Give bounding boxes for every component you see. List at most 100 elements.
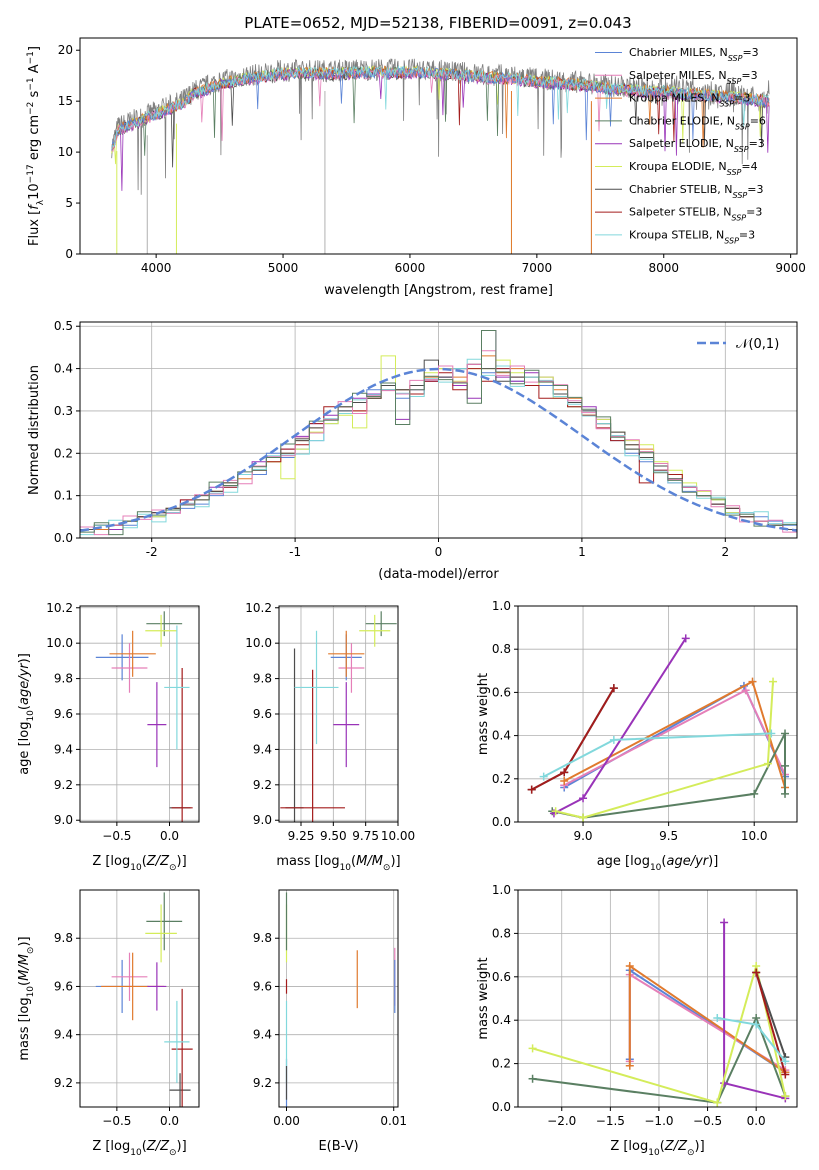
x-tick-label: −0.5 <box>102 1114 131 1128</box>
x-tick-label: 0.01 <box>380 1114 407 1128</box>
x-tick-label: −0.5 <box>102 829 131 843</box>
normal-curve <box>80 367 797 532</box>
weight-marker <box>767 729 776 738</box>
x-axis-label: age [log10(age/yr)] <box>597 854 719 873</box>
y-tick-label: 0.0 <box>54 531 73 545</box>
x-tick-label: 9.25 <box>288 829 315 843</box>
legend-entry: Salpeter ELODIE, NSSP=3 <box>629 137 765 154</box>
plot-area <box>80 330 797 536</box>
weight-marker <box>527 785 536 794</box>
y-axis-label: mass weight <box>476 957 491 1039</box>
x-tick-label: 9.50 <box>320 829 347 843</box>
legend-entry: Kroupa ELODIE, NSSP=4 <box>629 160 758 177</box>
x-tick-label: 0.0 <box>747 1114 766 1128</box>
weight-marker <box>579 813 588 822</box>
weight-marker <box>681 634 690 643</box>
axes-frame <box>79 889 200 1108</box>
y-tick-label: 0 <box>65 247 73 261</box>
weight-marker <box>579 794 588 803</box>
weight-marker <box>752 968 761 977</box>
weight-marker <box>752 1020 761 1029</box>
weight-marker <box>748 677 757 686</box>
y-tick-label: 9.8 <box>54 672 73 686</box>
y-tick-label: 0.4 <box>492 729 511 743</box>
weight-marker <box>713 1098 722 1107</box>
y-tick-label: 9.4 <box>253 742 272 756</box>
y-tick-label: 9.6 <box>253 707 272 721</box>
legend-entry: Chabrier MILES, NSSP=3 <box>629 46 759 63</box>
x-tick-label: 0.0 <box>160 829 179 843</box>
weight-marker <box>609 735 618 744</box>
y-tick-label: 9.0 <box>253 813 272 827</box>
axes-frame <box>278 889 399 1108</box>
plot-area <box>285 892 396 1107</box>
legend-entry: Kroupa STELIB, NSSP=3 <box>629 228 755 245</box>
weight-marker <box>625 1061 634 1070</box>
weight-marker <box>560 776 569 785</box>
weight-marker <box>609 684 618 693</box>
y-tick-label: 10.0 <box>46 636 73 650</box>
x-axis-label: Z [log10(Z/Z⊙)] <box>92 854 186 873</box>
y-tick-label: 9.2 <box>54 1076 73 1090</box>
y-tick-label: 0.2 <box>54 446 73 460</box>
x-axis-label: E(B-V) <box>318 1139 358 1154</box>
weight-line <box>532 1015 787 1104</box>
x-tick-label: 9.75 <box>352 829 379 843</box>
y-tick-label: 0.3 <box>54 404 73 418</box>
plot-area <box>111 58 770 254</box>
weight-marker <box>528 1044 537 1053</box>
weight-marker <box>781 1057 790 1066</box>
axes-frame <box>79 37 798 255</box>
y-axis-label: Normed distribution <box>27 365 42 495</box>
y-tick-label: 9.4 <box>253 1028 272 1042</box>
legend-entry: Chabrier ELODIE, NSSP=6 <box>629 114 766 130</box>
weight-marker <box>560 768 569 777</box>
weight-marker <box>713 1014 722 1023</box>
y-tick-label: 0.4 <box>492 1013 511 1027</box>
plot-area <box>95 892 193 1107</box>
y-tick-label: 10 <box>58 145 73 159</box>
y-tick-label: 9.4 <box>54 1028 73 1042</box>
x-tick-label: 9.0 <box>573 829 592 843</box>
y-tick-label: 0.2 <box>492 1057 511 1071</box>
weight-marker <box>781 1070 790 1079</box>
y-tick-label: 10.2 <box>46 601 73 615</box>
weight-marker <box>750 789 759 798</box>
y-tick-label: 10.2 <box>245 601 272 615</box>
weight-marker <box>769 677 778 686</box>
x-tick-label: 9000 <box>775 261 806 275</box>
y-axis-label: mass [log10(M/M⊙)] <box>17 936 36 1060</box>
y-tick-label: 0.1 <box>54 489 73 503</box>
y-tick-label: 9.4 <box>54 742 73 756</box>
plot-area <box>280 611 397 822</box>
y-tick-label: 0.8 <box>492 926 511 940</box>
x-tick-label: −1.0 <box>644 1114 673 1128</box>
histogram-step <box>80 330 797 536</box>
y-tick-label: 0.6 <box>492 970 511 984</box>
x-tick-label: 2 <box>721 545 729 559</box>
x-axis-label: mass [log10(M/M⊙)] <box>276 854 400 873</box>
x-tick-label: 9.5 <box>659 829 678 843</box>
panel-age-vs-Z: −0.5 0.0 9.0 9.2 9.4 9.6 9.8 10.0 10.2 Z [log10(Z… <box>17 601 200 873</box>
panel-residuals: -2 -1 0 1 2 0.0 0.1 0.2 0.3 0.4 0.5 (data-model)/er… <box>27 319 798 582</box>
weight-marker <box>720 918 729 927</box>
x-tick-label: 5000 <box>268 261 299 275</box>
weight-marker <box>625 961 634 970</box>
histogram-step <box>80 358 797 536</box>
model-spectrum-kroupa-stelib <box>111 65 770 147</box>
x-axis-label: (data-model)/error <box>378 567 499 582</box>
legend-entry: Kroupa MILES, NSSP=3 <box>629 92 750 109</box>
y-tick-label: 9.2 <box>54 778 73 792</box>
y-tick-label: 1.0 <box>492 883 511 897</box>
x-tick-label: -2 <box>146 545 158 559</box>
weight-marker <box>741 686 750 695</box>
x-tick-label: 6000 <box>395 261 426 275</box>
x-tick-label: 0.0 <box>160 1114 179 1128</box>
y-tick-label: 0.5 <box>54 319 73 333</box>
y-tick-label: 0.4 <box>54 362 73 376</box>
x-tick-label: 8000 <box>648 261 679 275</box>
histogram-step <box>80 350 797 536</box>
panel-age-vs-mass: 9.25 9.50 9.75 10.00 9.0 9.2 9.4 9.6 9.8 10.0 10.2… <box>245 601 415 873</box>
x-axis-label: wavelength [Angstrom, rest frame] <box>324 283 553 298</box>
x-tick-label: 10.0 <box>741 829 768 843</box>
